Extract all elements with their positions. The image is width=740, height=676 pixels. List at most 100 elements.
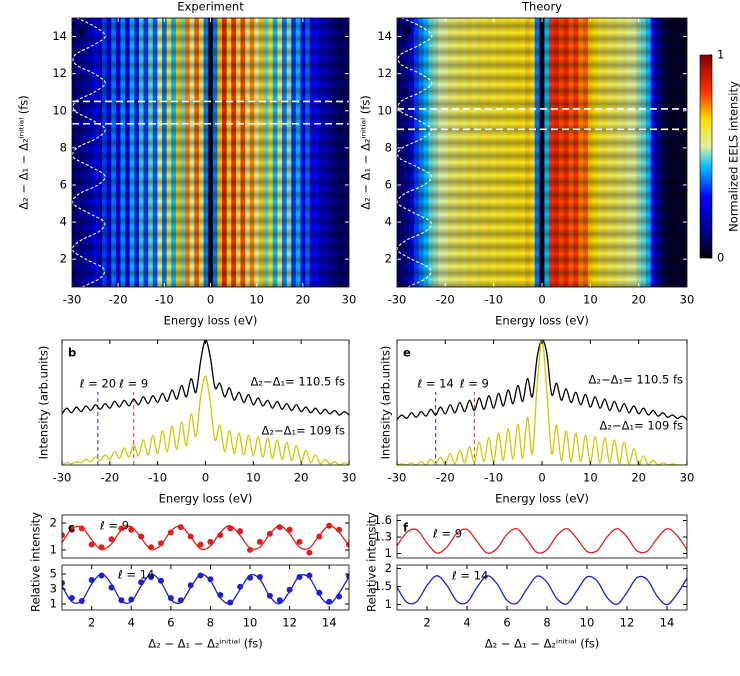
y-tick-label: 1.6 [374, 513, 392, 527]
panel-letter: e [403, 346, 411, 360]
data-point [62, 580, 65, 586]
y-tick-label: 12 [52, 66, 67, 80]
x-tick-label: 6 [503, 616, 510, 630]
data-point [118, 525, 125, 532]
y-axis-label: Intensity (arb.units) [379, 346, 393, 460]
x-axis-label: Energy loss (eV) [159, 492, 253, 506]
panel-letter: f [403, 521, 409, 535]
x-tick-label: 8 [543, 616, 550, 630]
y-tick-label: 1 [385, 597, 392, 611]
y-tick-label: 6 [60, 177, 67, 191]
x-tick-label: 10 [249, 293, 264, 307]
x-tick-label: -20 [436, 471, 455, 485]
y-tick-label: 1.5 [374, 579, 392, 593]
data-point [62, 532, 65, 539]
subplot-label: ℓ = 14 [451, 569, 488, 583]
panel-title: Theory [521, 0, 562, 14]
x-tick-label: 0 [207, 293, 214, 307]
data-point [108, 536, 115, 543]
subplot-label: ℓ = 9 [99, 519, 129, 533]
y-tick-label: 1 [385, 546, 392, 560]
plot-frame [396, 17, 688, 288]
y-tick-label: 4 [385, 215, 392, 229]
plot-area [397, 340, 687, 465]
series-label: Δ₂−Δ₁= 109 fs [599, 419, 683, 433]
x-axis-label: Energy loss (eV) [495, 314, 589, 328]
series-label: Δ₂−Δ₁= 110.5 fs [251, 375, 346, 389]
series-label: Δ₂−Δ₁= 110.5 fs [589, 373, 684, 387]
panel-letter: a [78, 24, 86, 38]
x-axis-label: Energy loss (eV) [495, 492, 589, 506]
marker-label: ℓ = 9 [459, 377, 489, 391]
plot-area [72, 18, 349, 287]
series-line [397, 527, 687, 554]
x-tick-label: -30 [388, 293, 407, 307]
y-tick-label: 14 [377, 29, 392, 43]
overlay-curve [72, 18, 106, 287]
x-tick-label: -30 [63, 293, 82, 307]
plot-area [62, 522, 349, 556]
x-tick-label: 30 [342, 471, 357, 485]
x-tick-label: 20 [296, 293, 311, 307]
x-tick-label: 10 [246, 471, 261, 485]
y-tick-label: 10 [52, 103, 67, 117]
data-point [256, 538, 263, 545]
x-tick-label: 0 [538, 471, 545, 485]
marker-label: ℓ = 14 [416, 377, 453, 391]
y-tick-label: 6 [385, 177, 392, 191]
y-axis-label: Δ₂ − Δ₁ − Δ₂ⁱⁿⁱᵗⁱᵃˡ (fs) [17, 95, 31, 210]
x-tick-label: 0 [202, 471, 209, 485]
y-axis-label: Relative intensity [29, 512, 43, 612]
series-line [62, 340, 349, 416]
overlay-curve [397, 18, 433, 287]
plot-frame [61, 564, 350, 611]
x-tick-label: 4 [463, 616, 470, 630]
x-tick-label: -10 [484, 293, 503, 307]
series-line [397, 340, 687, 421]
y-tick-label: 2 [60, 252, 67, 266]
x-axis-label: Δ₂ − Δ₁ − Δ₂ⁱⁿⁱᵗⁱᵃˡ (fs) [148, 637, 263, 651]
x-tick-label: -20 [100, 471, 119, 485]
x-tick-label: 10 [580, 616, 595, 630]
subplot-label: ℓ = 9 [432, 527, 462, 541]
x-axis-label: Δ₂ − Δ₁ − Δ₂ⁱⁿⁱᵗⁱᵃˡ (fs) [485, 637, 600, 651]
y-tick-label: 8 [60, 140, 67, 154]
data-point [157, 540, 164, 547]
plot-frame [61, 514, 350, 559]
panel-letter: d [403, 24, 411, 38]
panel-letter: c [68, 521, 75, 535]
x-tick-label: -20 [436, 293, 455, 307]
plot-frame [396, 514, 688, 559]
x-tick-label: 12 [620, 616, 635, 630]
plot-frame [71, 17, 350, 288]
plot-area [397, 18, 687, 287]
data-point [207, 576, 214, 583]
x-tick-label: 20 [631, 471, 646, 485]
y-tick-label: 2 [385, 561, 392, 575]
x-tick-label: 4 [128, 616, 135, 630]
colorbar-label: Normalized EELS intensity [727, 81, 740, 232]
colorbar [699, 54, 713, 259]
data-point [207, 538, 214, 545]
x-tick-label: -10 [155, 293, 174, 307]
panel-letter: b [68, 346, 76, 360]
data-point [197, 541, 204, 548]
data-point [138, 533, 145, 540]
heatmap-texture [72, 18, 349, 287]
y-tick-label: 12 [377, 66, 392, 80]
x-tick-label: -10 [484, 471, 503, 485]
y-tick-label: 4 [60, 215, 67, 229]
plot-frame [396, 339, 688, 466]
plot-frame [61, 339, 350, 466]
y-tick-label: 5 [50, 567, 57, 581]
x-tick-label: 30 [342, 293, 357, 307]
x-tick-label: -30 [388, 471, 407, 485]
subplot-label: ℓ = 14 [117, 568, 154, 582]
x-tick-label: 6 [167, 616, 174, 630]
x-tick-label: 14 [660, 616, 675, 630]
x-tick-label: 20 [294, 471, 309, 485]
data-point [88, 541, 95, 548]
marker-label: ℓ = 9 [118, 377, 148, 391]
